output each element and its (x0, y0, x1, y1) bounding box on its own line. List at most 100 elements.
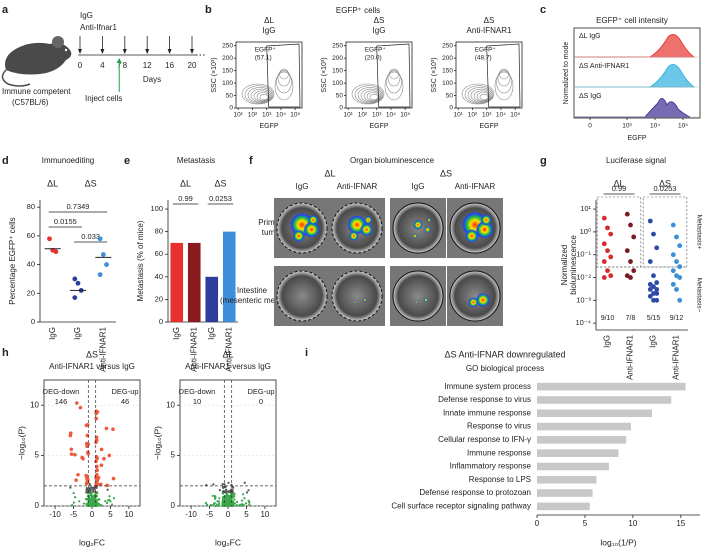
gate-label: EGFP⁺ (365, 47, 387, 54)
x-tick-label: 5 (583, 519, 588, 528)
signal-image (292, 230, 305, 242)
panel-title: Organ bioluminescence (350, 156, 435, 165)
group-label: ΔL (180, 178, 191, 188)
y-tick-label: 10 (30, 400, 39, 409)
chart-title: Metastasis (177, 156, 215, 165)
volcano-dot (218, 489, 222, 492)
category-label: Response to LPS (469, 475, 531, 484)
contour (476, 92, 490, 101)
contour (386, 70, 402, 94)
data-point (72, 276, 78, 282)
data-point (674, 259, 679, 264)
y-tick-label: 10 (166, 400, 175, 409)
signal-image (354, 301, 357, 304)
volcano-dot (84, 473, 89, 478)
mouse-label: (C57BL/6) (12, 98, 49, 107)
volcano-dot (105, 501, 109, 505)
volcano-dot (230, 492, 233, 496)
volcano-dot (85, 477, 89, 481)
volcano-dot (73, 452, 77, 457)
x-tick-label: Anti-IFNAR1 (626, 334, 635, 379)
plot-frame (455, 41, 523, 109)
volcano-dot (226, 500, 229, 503)
deg-label: DEG-down (179, 387, 216, 396)
x-tick-label: 10¹ (454, 112, 464, 119)
volcano-dot (222, 486, 225, 489)
gate-label: EGFP⁺ (475, 47, 497, 54)
volcano-dot (221, 501, 224, 504)
column-label: IgG (412, 182, 425, 191)
category-label: Inflammatory response (450, 462, 532, 471)
x-tick-label: 10⁴ (276, 112, 286, 119)
day-label: 12 (143, 61, 152, 70)
axis-label: EGFP (479, 123, 498, 130)
y-tick-label: 10⁰ (580, 227, 591, 236)
data-point (654, 245, 660, 251)
panel-label: g (540, 155, 547, 167)
volcano-dot (107, 453, 112, 458)
volcano-dot (84, 423, 89, 428)
fraction-label: 9/12 (670, 315, 684, 322)
column-label: IgG (296, 182, 309, 191)
signal-image (308, 215, 319, 225)
signal-image (480, 214, 492, 226)
x-tick-label: 0 (588, 123, 592, 130)
deg-count: 0 (259, 397, 263, 406)
plot-frame (235, 41, 303, 109)
bar (187, 242, 201, 322)
volcano-dot (227, 498, 231, 501)
volcano-dot (226, 495, 229, 498)
y-tick-label: 0 (31, 317, 35, 326)
deg-count: 10 (193, 397, 201, 406)
histogram-image (574, 64, 696, 88)
data-point (97, 272, 103, 278)
bar (170, 242, 184, 322)
volcano-dot (108, 495, 111, 498)
panel-title: EGFP⁺ cell intensity (596, 16, 668, 25)
p-value: 0.99 (178, 194, 193, 203)
treatment-label: IgG (373, 26, 386, 35)
data-point (651, 284, 656, 289)
bar (537, 475, 597, 484)
x-tick-label: IgG (603, 335, 612, 348)
axis-label: SSC (×10³) (321, 57, 328, 92)
volcano-dot (224, 491, 227, 494)
volcano-dot (94, 440, 98, 445)
volcano-dot (85, 480, 90, 485)
volcano-dot (95, 468, 99, 473)
y-tick-label: 100 (442, 80, 453, 87)
volcano-texture (204, 481, 251, 508)
panel-title: EGFP⁺ cells (336, 6, 380, 15)
x-tick-label: IgG (207, 327, 216, 340)
contour (250, 88, 272, 103)
group-label: ΔL (264, 16, 274, 25)
bar (537, 462, 609, 471)
volcano-dot (233, 502, 237, 505)
volcano-dot (78, 405, 83, 410)
plot-frame (573, 27, 701, 119)
data-point (647, 287, 653, 292)
signal-image (424, 226, 431, 233)
signal-image (303, 221, 320, 238)
volcano-dot (95, 482, 100, 486)
volcano-dot (218, 502, 221, 505)
data-point (608, 273, 614, 279)
axis-label: log₁₀(1/P) (600, 537, 636, 547)
well (276, 270, 328, 322)
x-tick-label: 10⁵ (678, 123, 688, 130)
contour (277, 69, 291, 87)
contour (461, 83, 495, 105)
contour (276, 70, 292, 94)
legend-label: ΔS Anti-IFNAR1 (579, 63, 629, 70)
group-label: ΔS (484, 16, 495, 25)
bar (537, 409, 653, 418)
treatment-arrowhead (145, 49, 150, 54)
volcano-dot (84, 441, 89, 446)
volcano-dot (223, 498, 226, 501)
row-label: Primary (258, 218, 286, 227)
volcano-dot (231, 485, 235, 489)
panel-label: i (305, 347, 308, 359)
data-point (72, 295, 78, 300)
x-tick-label: IgG (649, 335, 658, 348)
